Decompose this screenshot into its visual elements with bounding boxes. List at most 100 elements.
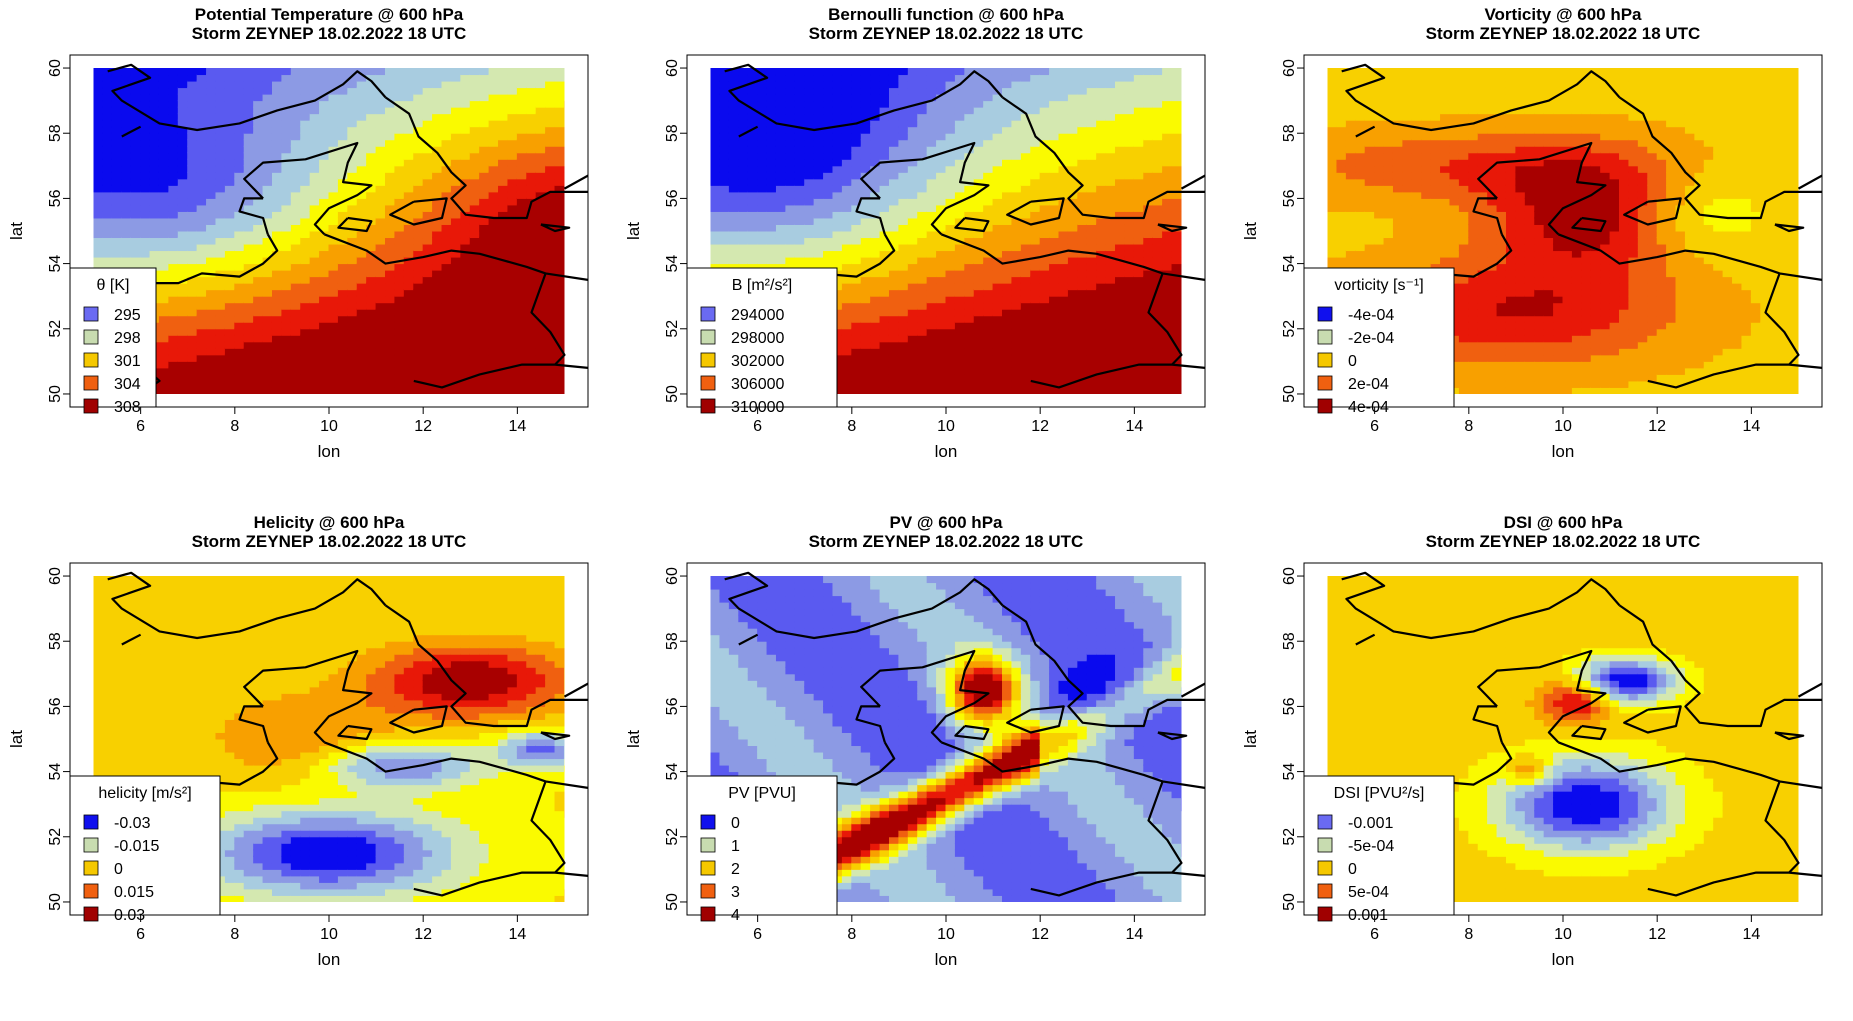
heatmap-cell — [470, 81, 480, 89]
heatmap-cell — [936, 68, 946, 76]
heatmap-cell — [347, 276, 357, 284]
heatmap-cell — [159, 113, 169, 121]
heatmap-cell — [861, 354, 871, 362]
heatmap-cell — [263, 133, 273, 141]
heatmap-cell — [1011, 361, 1021, 369]
heatmap-cell — [159, 315, 169, 323]
heatmap-cell — [291, 211, 301, 219]
heatmap-cell — [908, 309, 918, 317]
heatmap-cell — [908, 126, 918, 134]
heatmap-cell — [823, 87, 833, 95]
heatmap-cell — [889, 113, 899, 121]
heatmap-cell — [993, 159, 1003, 167]
heatmap-cell — [526, 257, 536, 265]
heatmap-cell — [832, 257, 842, 265]
heatmap-cell — [366, 231, 376, 239]
heatmap-cell — [983, 94, 993, 102]
heatmap-cell — [263, 354, 273, 362]
heatmap-cell — [159, 204, 169, 212]
heatmap-cell — [263, 328, 273, 336]
heatmap-cell — [131, 165, 141, 173]
heatmap-cell — [917, 354, 927, 362]
heatmap-cell — [112, 120, 122, 128]
heatmap-cell — [329, 159, 339, 167]
heatmap-cell — [423, 159, 433, 167]
heatmap-cell — [310, 244, 320, 252]
heatmap-cell — [757, 178, 767, 186]
heatmap-cell — [432, 74, 442, 82]
heatmap-cell — [1106, 296, 1116, 304]
heatmap-cell — [187, 94, 197, 102]
heatmap-cell — [1049, 335, 1059, 343]
heatmap-cell — [1153, 354, 1163, 362]
heatmap-cell — [936, 361, 946, 369]
heatmap-cell — [719, 94, 729, 102]
heatmap-cell — [319, 139, 329, 147]
heatmap-cell — [310, 380, 320, 388]
heatmap-cell — [347, 387, 357, 395]
heatmap-cell — [1068, 100, 1078, 108]
heatmap-cell — [347, 250, 357, 258]
heatmap-cell — [1068, 211, 1078, 219]
heatmap-cell — [917, 289, 927, 297]
heatmap-cell — [936, 380, 946, 388]
heatmap-cell — [310, 211, 320, 219]
heatmap-cell — [272, 302, 282, 310]
heatmap-cell — [442, 217, 452, 225]
heatmap-cell — [507, 309, 517, 317]
heatmap-cell — [1049, 81, 1059, 89]
heatmap-cell — [861, 217, 871, 225]
heatmap-cell — [385, 328, 395, 336]
heatmap-cell — [927, 146, 937, 154]
heatmap-cell — [936, 159, 946, 167]
heatmap-cell — [197, 374, 207, 382]
heatmap-cell — [244, 289, 254, 297]
heatmap-cell — [347, 380, 357, 388]
heatmap-cell — [253, 302, 263, 310]
heatmap-cell — [225, 276, 235, 284]
heatmap-cell — [1134, 335, 1144, 343]
heatmap-cell — [93, 198, 103, 206]
heatmap-cell — [804, 120, 814, 128]
heatmap-cell — [310, 165, 320, 173]
heatmap-cell — [898, 81, 908, 89]
heatmap-cell — [413, 341, 423, 349]
heatmap-cell — [338, 374, 348, 382]
heatmap-cell — [263, 348, 273, 356]
heatmap-cell — [719, 211, 729, 219]
heatmap-cell — [767, 250, 777, 258]
heatmap-cell — [451, 354, 461, 362]
heatmap-cell — [748, 146, 758, 154]
heatmap-cell — [1040, 367, 1050, 375]
heatmap-cell — [234, 133, 244, 141]
heatmap-cell — [206, 139, 216, 147]
heatmap-cell — [291, 139, 301, 147]
heatmap-cell — [1124, 387, 1134, 395]
heatmap-cell — [517, 276, 527, 284]
heatmap-cell — [861, 374, 871, 382]
heatmap-cell — [498, 146, 508, 154]
heatmap-cell — [451, 335, 461, 343]
heatmap-cell — [955, 263, 965, 271]
heatmap-cell — [225, 367, 235, 375]
heatmap-cell — [234, 100, 244, 108]
heatmap-cell — [564, 289, 574, 297]
heatmap-cell — [102, 231, 112, 239]
heatmap-cell — [319, 374, 329, 382]
heatmap-cell — [955, 309, 965, 317]
heatmap-cell — [517, 139, 527, 147]
heatmap-cell — [861, 315, 871, 323]
heatmap-cell — [555, 302, 565, 310]
heatmap-cell — [1040, 81, 1050, 89]
heatmap-cell — [936, 257, 946, 265]
heatmap-cell — [1049, 361, 1059, 369]
heatmap-cell — [413, 165, 423, 173]
heatmap-cell — [993, 152, 1003, 160]
heatmap-cell — [526, 74, 536, 82]
heatmap-cell — [329, 217, 339, 225]
heatmap-cell — [898, 94, 908, 102]
heatmap-cell — [206, 107, 216, 115]
heatmap-cell — [517, 257, 527, 265]
heatmap-cell — [927, 302, 937, 310]
heatmap-cell — [404, 263, 414, 271]
